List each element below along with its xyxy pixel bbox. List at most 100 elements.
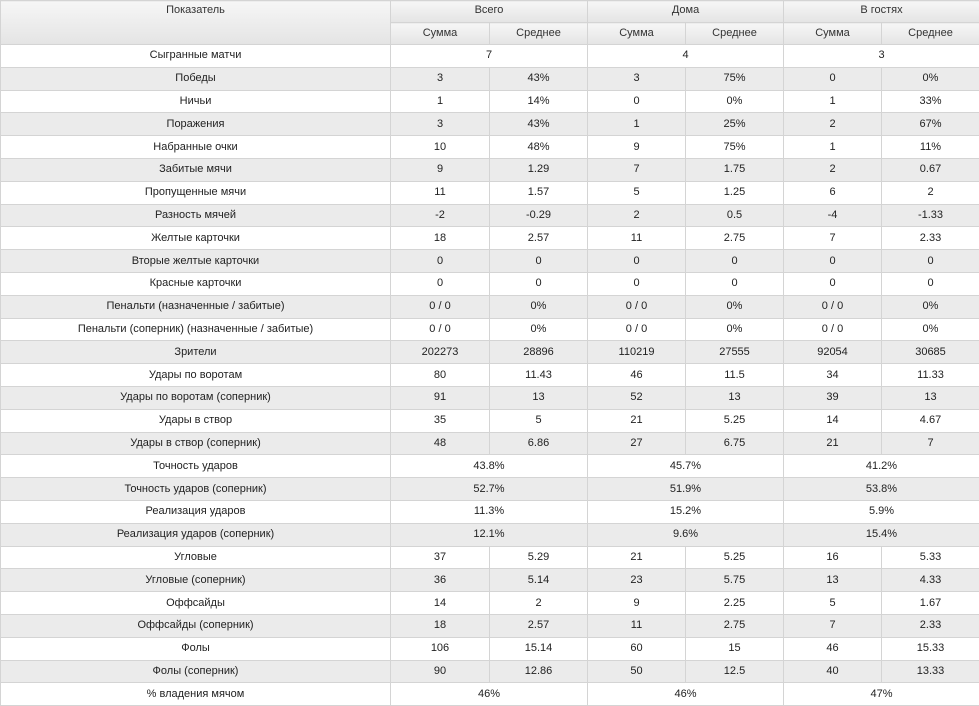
sum-cell: 21 xyxy=(784,432,882,455)
average-cell: 48% xyxy=(490,136,588,159)
sum-cell: 0 xyxy=(588,90,686,113)
average-cell: 0% xyxy=(882,318,979,341)
sum-cell: 13 xyxy=(784,569,882,592)
sum-column-header: Сумма xyxy=(391,23,490,45)
sum-cell: 27 xyxy=(588,432,686,455)
sum-cell: 9 xyxy=(391,158,490,181)
average-cell: 13 xyxy=(490,386,588,409)
average-cell: 30685 xyxy=(882,341,979,364)
average-cell: 2.57 xyxy=(490,227,588,250)
sum-cell: 48 xyxy=(391,432,490,455)
group-header-away: В гостях xyxy=(784,1,979,23)
sum-cell: 21 xyxy=(588,546,686,569)
sum-cell: 1 xyxy=(784,90,882,113)
average-cell: 1.67 xyxy=(882,592,979,615)
sum-cell: 2 xyxy=(784,113,882,136)
row-label: Угловые (соперник) xyxy=(1,569,391,592)
row-label: Удары в створ (соперник) xyxy=(1,432,391,455)
sum-cell: 0 / 0 xyxy=(784,295,882,318)
sum-cell: 14 xyxy=(391,592,490,615)
merged-value-cell: 4 xyxy=(588,45,784,68)
average-cell: 5.33 xyxy=(882,546,979,569)
row-label: Угловые xyxy=(1,546,391,569)
row-label: Забитые мячи xyxy=(1,158,391,181)
average-cell: 1.75 xyxy=(686,158,784,181)
sum-cell: 1 xyxy=(784,136,882,159)
average-cell: 11% xyxy=(882,136,979,159)
row-label: Точность ударов (соперник) xyxy=(1,478,391,501)
row-label: Удары в створ xyxy=(1,409,391,432)
row-label: Реализация ударов (соперник) xyxy=(1,523,391,546)
average-cell: 27555 xyxy=(686,341,784,364)
row-label: Точность ударов xyxy=(1,455,391,478)
average-column-header: Среднее xyxy=(490,23,588,45)
sum-cell: 11 xyxy=(588,614,686,637)
average-cell: -0.29 xyxy=(490,204,588,227)
sum-cell: 2 xyxy=(588,204,686,227)
sum-cell: 0 xyxy=(391,250,490,273)
average-cell: 0% xyxy=(686,318,784,341)
merged-value-cell: 46% xyxy=(391,683,588,706)
average-cell: 43% xyxy=(490,67,588,90)
average-cell: 75% xyxy=(686,136,784,159)
table-row: Пенальти (соперник) (назначенные / забит… xyxy=(1,318,979,341)
sum-cell: 80 xyxy=(391,364,490,387)
average-cell: 2.75 xyxy=(686,614,784,637)
average-cell: 15.14 xyxy=(490,637,588,660)
merged-value-cell: 47% xyxy=(784,683,979,706)
sum-cell: 5 xyxy=(784,592,882,615)
merged-value-cell: 53.8% xyxy=(784,478,979,501)
average-cell: 6.75 xyxy=(686,432,784,455)
merged-value-cell: 45.7% xyxy=(588,455,784,478)
sum-cell: 18 xyxy=(391,614,490,637)
average-cell: 0 xyxy=(882,250,979,273)
sum-cell: 0 / 0 xyxy=(391,295,490,318)
sum-cell: 18 xyxy=(391,227,490,250)
sum-cell: 3 xyxy=(391,113,490,136)
sum-cell: 52 xyxy=(588,386,686,409)
average-cell: 6.86 xyxy=(490,432,588,455)
sum-cell: 34 xyxy=(784,364,882,387)
table-row: Реализация ударов (соперник)12.1%9.6%15.… xyxy=(1,523,979,546)
sum-column-header: Сумма xyxy=(784,23,882,45)
average-cell: 75% xyxy=(686,67,784,90)
sum-cell: 2 xyxy=(784,158,882,181)
average-cell: 15.33 xyxy=(882,637,979,660)
average-cell: -1.33 xyxy=(882,204,979,227)
row-label: Победы xyxy=(1,67,391,90)
sum-column-header: Сумма xyxy=(588,23,686,45)
average-cell: 0 xyxy=(490,272,588,295)
sum-cell: 0 xyxy=(784,250,882,273)
sum-cell: 0 xyxy=(784,67,882,90)
sum-cell: 3 xyxy=(391,67,490,90)
row-label: Оффсайды xyxy=(1,592,391,615)
average-cell: 0% xyxy=(882,67,979,90)
average-cell: 2.57 xyxy=(490,614,588,637)
sum-cell: 10 xyxy=(391,136,490,159)
row-label: Фолы xyxy=(1,637,391,660)
merged-value-cell: 41.2% xyxy=(784,455,979,478)
sum-cell: 21 xyxy=(588,409,686,432)
average-cell: 5.25 xyxy=(686,409,784,432)
average-cell: 0.67 xyxy=(882,158,979,181)
indicator-column-header: Показатель xyxy=(1,1,391,45)
group-header-home: Дома xyxy=(588,1,784,23)
sum-cell: 40 xyxy=(784,660,882,683)
row-label: Желтые карточки xyxy=(1,227,391,250)
sum-cell: 36 xyxy=(391,569,490,592)
sum-cell: 0 xyxy=(784,272,882,295)
average-cell: 0% xyxy=(686,295,784,318)
average-cell: 2.33 xyxy=(882,614,979,637)
group-header-total: Всего xyxy=(391,1,588,23)
